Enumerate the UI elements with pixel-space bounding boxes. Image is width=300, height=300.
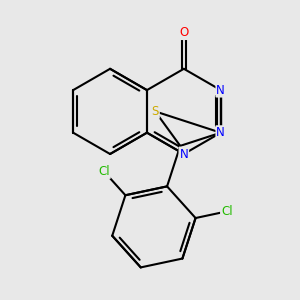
Text: O: O: [179, 26, 188, 39]
Text: N: N: [216, 84, 225, 97]
Text: Cl: Cl: [98, 165, 110, 178]
Text: N: N: [179, 148, 188, 160]
Text: Cl: Cl: [221, 205, 232, 218]
Text: N: N: [216, 126, 225, 139]
Text: S: S: [152, 105, 159, 118]
